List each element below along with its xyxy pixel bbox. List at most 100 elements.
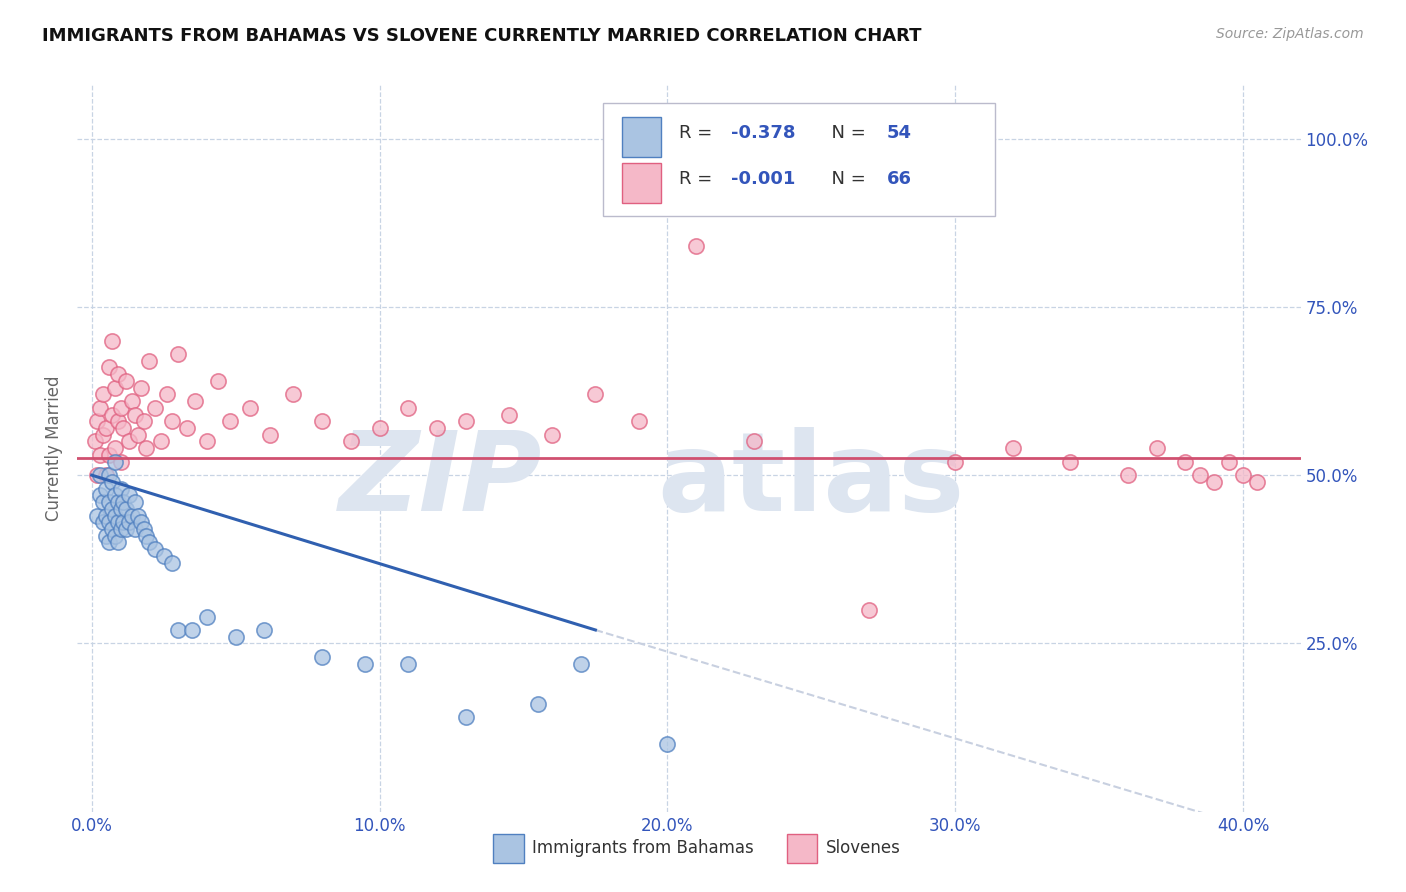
Point — [943, 455, 966, 469]
Point — [112, 421, 135, 435]
Point — [129, 381, 152, 395]
Point — [396, 657, 419, 671]
Point — [583, 387, 606, 401]
Point — [110, 501, 132, 516]
Text: ZIP: ZIP — [339, 427, 543, 534]
Text: Immigrants from Bahamas: Immigrants from Bahamas — [533, 839, 754, 857]
Point — [132, 414, 155, 428]
Point — [104, 488, 127, 502]
Point — [101, 408, 124, 422]
Point — [207, 374, 229, 388]
Point — [86, 414, 108, 428]
Point — [112, 516, 135, 530]
Bar — [621, 118, 661, 157]
Point — [283, 387, 305, 401]
Point — [143, 401, 166, 415]
Point — [195, 609, 218, 624]
Point — [527, 697, 550, 711]
Point — [91, 427, 114, 442]
Point — [118, 434, 141, 449]
Bar — [621, 163, 661, 203]
Point — [94, 508, 117, 523]
Bar — [787, 833, 817, 863]
Text: Slovenes: Slovenes — [825, 839, 901, 857]
Point — [339, 434, 361, 449]
Point — [167, 347, 190, 361]
Point — [454, 414, 477, 428]
Text: 66: 66 — [887, 170, 912, 188]
Point — [86, 508, 108, 523]
Point — [685, 239, 707, 253]
Text: R =: R = — [679, 125, 718, 143]
Text: N =: N = — [820, 170, 872, 188]
Point — [112, 495, 135, 509]
Point — [115, 522, 138, 536]
Point — [311, 414, 333, 428]
Point — [218, 414, 240, 428]
Point — [101, 522, 124, 536]
Point — [91, 387, 114, 401]
Point — [1218, 455, 1240, 469]
Point — [94, 421, 117, 435]
Point — [98, 360, 121, 375]
Point — [94, 468, 117, 483]
Point — [162, 556, 184, 570]
Point — [127, 508, 149, 523]
Point — [104, 455, 127, 469]
Point — [124, 495, 146, 509]
Point — [89, 401, 111, 415]
Point — [569, 657, 592, 671]
Point — [127, 427, 149, 442]
FancyBboxPatch shape — [603, 103, 995, 216]
Point — [138, 353, 160, 368]
Point — [89, 468, 111, 483]
Point — [86, 468, 108, 483]
Text: -0.001: -0.001 — [731, 170, 794, 188]
Point — [498, 408, 520, 422]
Point — [107, 516, 129, 530]
Point — [1116, 468, 1139, 483]
Point — [89, 488, 111, 502]
Point — [124, 408, 146, 422]
Point — [135, 442, 157, 455]
Text: 54: 54 — [887, 125, 912, 143]
Point — [1188, 468, 1211, 483]
Point — [181, 623, 204, 637]
Point — [98, 516, 121, 530]
Point — [98, 468, 121, 483]
Point — [110, 401, 132, 415]
Point — [101, 334, 124, 348]
Point — [91, 516, 114, 530]
Point — [152, 549, 174, 563]
Point — [858, 603, 880, 617]
Point — [118, 516, 141, 530]
Point — [426, 421, 449, 435]
Point — [98, 535, 121, 549]
Point — [121, 508, 143, 523]
Point — [110, 522, 132, 536]
Point — [1204, 475, 1226, 489]
Point — [91, 495, 114, 509]
Point — [101, 475, 124, 489]
Point — [94, 529, 117, 543]
Point — [104, 529, 127, 543]
Point — [162, 414, 184, 428]
Point — [138, 535, 160, 549]
Point — [104, 381, 127, 395]
Point — [132, 522, 155, 536]
Point — [1174, 455, 1197, 469]
Point — [259, 427, 281, 442]
Point — [83, 434, 105, 449]
Point — [110, 455, 132, 469]
Point — [129, 516, 152, 530]
Text: -0.378: -0.378 — [731, 125, 794, 143]
Point — [184, 394, 207, 409]
Point — [176, 421, 198, 435]
Point — [627, 414, 650, 428]
Point — [89, 448, 111, 462]
Text: Source: ZipAtlas.com: Source: ZipAtlas.com — [1216, 27, 1364, 41]
Text: N =: N = — [820, 125, 872, 143]
Text: atlas: atlas — [658, 427, 965, 534]
Point — [110, 482, 132, 496]
Point — [368, 421, 391, 435]
